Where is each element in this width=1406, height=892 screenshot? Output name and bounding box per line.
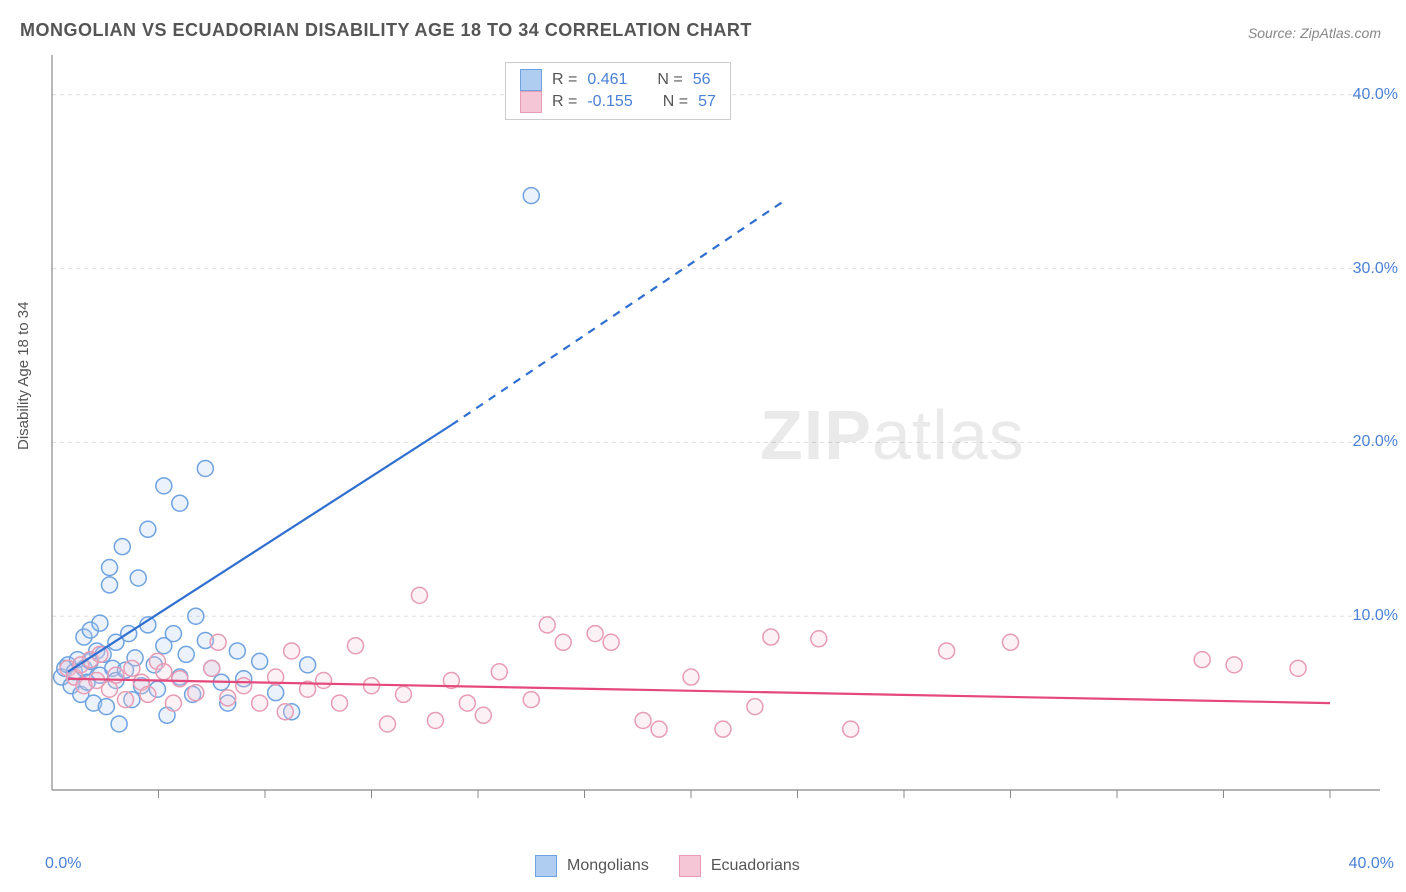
- scatter-chart: [50, 55, 1380, 825]
- r-label: R =: [552, 71, 577, 89]
- source-attribution: Source: ZipAtlas.com: [1248, 25, 1381, 41]
- x-tick-max: 40.0%: [1349, 855, 1394, 873]
- stats-legend: R = 0.461 N = 56 R = -0.155 N = 57: [505, 62, 731, 120]
- legend-swatch: [535, 855, 557, 877]
- plot-area: [50, 55, 1380, 825]
- legend-swatch: [679, 855, 701, 877]
- stats-legend-row: R = -0.155 N = 57: [520, 91, 716, 113]
- y-axis-label: Disability Age 18 to 34: [15, 302, 32, 450]
- n-value: 56: [693, 71, 711, 89]
- n-value: 57: [698, 93, 716, 111]
- series-legend-item: Ecuadorians: [679, 855, 800, 877]
- y-tick-label: 40.0%: [1353, 86, 1398, 104]
- series-legend: Mongolians Ecuadorians: [535, 855, 800, 877]
- n-label: N =: [657, 71, 682, 89]
- chart-title: MONGOLIAN VS ECUADORIAN DISABILITY AGE 1…: [20, 20, 752, 41]
- stats-legend-row: R = 0.461 N = 56: [520, 69, 716, 91]
- series-name: Ecuadorians: [711, 857, 800, 875]
- x-tick-min: 0.0%: [45, 855, 81, 873]
- legend-swatch: [520, 91, 542, 113]
- y-tick-label: 20.0%: [1353, 433, 1398, 451]
- y-tick-label: 30.0%: [1353, 260, 1398, 278]
- n-label: N =: [663, 93, 688, 111]
- series-name: Mongolians: [567, 857, 649, 875]
- legend-swatch: [520, 69, 542, 91]
- y-tick-label: 10.0%: [1353, 607, 1398, 625]
- series-legend-item: Mongolians: [535, 855, 649, 877]
- r-label: R =: [552, 93, 577, 111]
- r-value: -0.155: [587, 93, 632, 111]
- r-value: 0.461: [587, 71, 627, 89]
